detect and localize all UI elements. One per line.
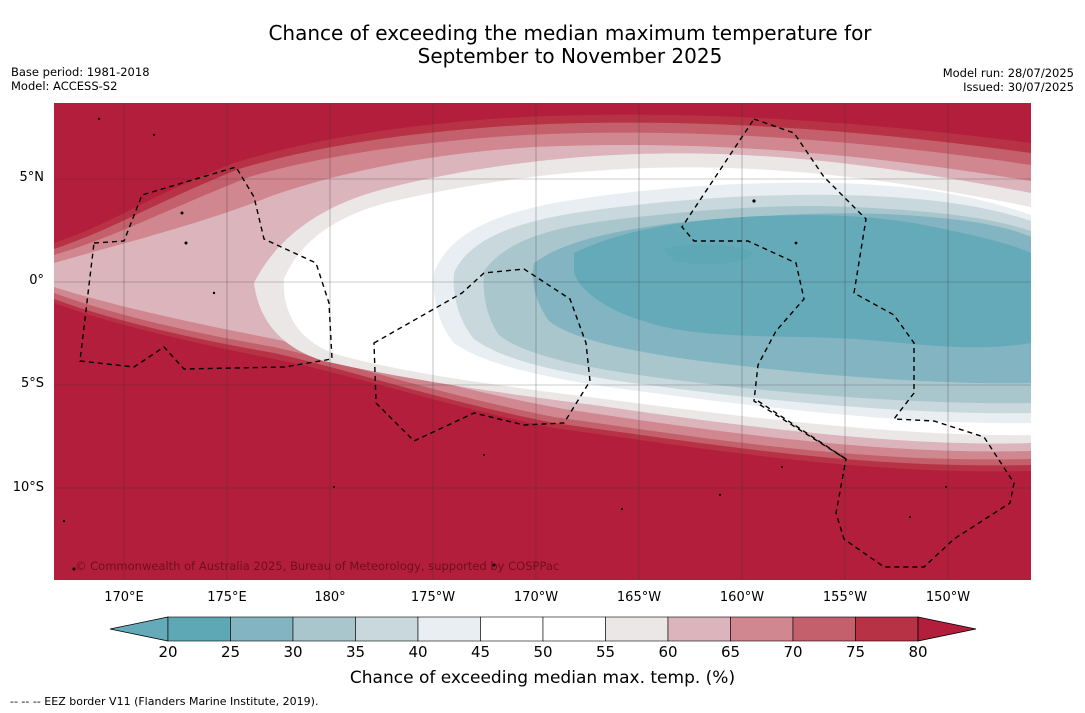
eez-borders (79, 118, 1015, 568)
contour-20-patch (664, 244, 754, 265)
eez-footnote: -- -- -- EEZ border V11 (Flanders Marine… (10, 695, 319, 708)
colorbar-bin (292, 616, 356, 642)
colorbar-tick-label: 55 (595, 643, 616, 661)
lon-label-175w: 175°W (410, 590, 456, 605)
colorbar-bin (417, 616, 481, 642)
colorbar-label: Chance of exceeding median max. temp. (%… (349, 668, 736, 688)
colorbar-arrow-high (917, 616, 977, 642)
colorbar-tick-label: 30 (283, 643, 303, 661)
lon-label-160w: 160°W (719, 590, 765, 605)
colorbar-arrow-low (109, 616, 169, 642)
colorbar-bin (355, 616, 419, 642)
meta-left: Base period: 1981-2018 Model: ACCESS-S2 (11, 65, 150, 93)
colorbar-bin (605, 616, 669, 642)
colorbar-bin (667, 616, 731, 642)
islands (62, 117, 947, 571)
colorbar-bin (480, 616, 544, 642)
lon-label-180: 180° (314, 590, 346, 605)
base-period: Base period: 1981-2018 (11, 65, 150, 79)
eez-phoenix-line (681, 118, 1015, 568)
colorbar-bin (230, 616, 294, 642)
colorbar-tick-label: 50 (533, 643, 553, 661)
map-svg (54, 103, 1031, 580)
lat-label-10s: 10°S (12, 480, 44, 495)
colorbar-tick-label: 65 (720, 643, 741, 661)
colorbar-tick-label: 45 (470, 643, 491, 661)
eez-tuvalu (79, 166, 333, 370)
colorbar-tick-label: 70 (783, 643, 803, 661)
colorbar-tick-label: 35 (345, 643, 366, 661)
lat-label-0: 0° (29, 273, 44, 288)
title-line-1: Chance of exceeding the median maximum t… (268, 21, 872, 45)
lon-label-165w: 165°W (616, 590, 662, 605)
colorbar-bin (730, 616, 794, 642)
lat-label-5s: 5°S (20, 376, 44, 391)
model-name: Model: ACCESS-S2 (11, 79, 118, 93)
title-line-2: September to November 2025 (417, 44, 723, 68)
colorbar-tick-label: 75 (845, 643, 866, 661)
colorbar-bin (167, 616, 231, 642)
probability-map (54, 103, 1031, 580)
lon-label-175e: 175°E (207, 590, 247, 605)
issued-date: Issued: 30/07/2025 (963, 80, 1074, 94)
colorbar-tick-label: 20 (158, 643, 178, 661)
colorbar-bin (542, 616, 606, 642)
map-title: Chance of exceeding the median maximum t… (0, 22, 1085, 68)
eez-tokelau (373, 268, 591, 442)
lon-label-155w: 155°W (822, 590, 868, 605)
colorbar-tick-label: 40 (408, 643, 428, 661)
graticule (54, 103, 1031, 580)
colorbar-tick-label: 60 (658, 643, 678, 661)
copyright-notice: © Commonwealth of Australia 2025, Bureau… (75, 559, 560, 573)
colorbar-bin (855, 616, 919, 642)
lat-label-5n: 5°N (19, 170, 45, 185)
model-run: Model run: 28/07/2025 (942, 66, 1074, 80)
lon-label-170e: 170°E (104, 590, 144, 605)
colorbar-tick-label: 80 (908, 643, 928, 661)
colorbar-bin (792, 616, 856, 642)
lon-label-170w: 170°W (513, 590, 559, 605)
lon-label-150w: 150°W (925, 590, 971, 605)
meta-right: Model run: 28/07/2025 Issued: 30/07/2025 (943, 66, 1074, 94)
colorbar-tick-label: 25 (220, 643, 241, 661)
